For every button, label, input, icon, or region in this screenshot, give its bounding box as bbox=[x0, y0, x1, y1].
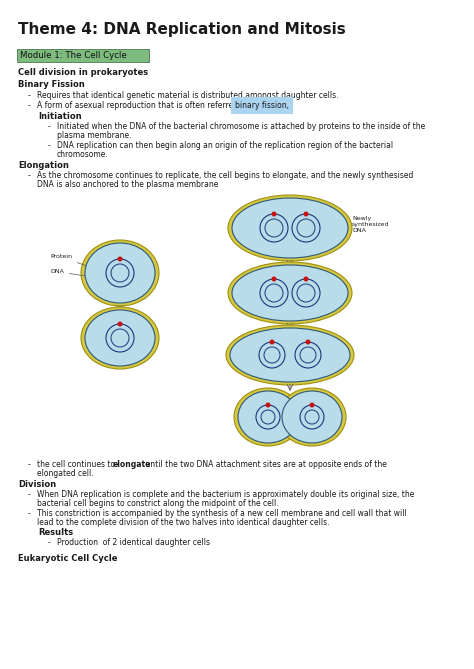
Text: -: - bbox=[28, 101, 31, 110]
Text: Newly
synthesized
DNA: Newly synthesized DNA bbox=[352, 216, 390, 233]
Text: Initiation: Initiation bbox=[38, 112, 82, 121]
Text: -: - bbox=[48, 122, 51, 131]
Text: -: - bbox=[48, 538, 51, 547]
Text: DNA is also anchored to the plasma membrane: DNA is also anchored to the plasma membr… bbox=[37, 180, 219, 189]
Text: Cell division in prokaryotes: Cell division in prokaryotes bbox=[18, 68, 148, 77]
Circle shape bbox=[118, 322, 122, 326]
Circle shape bbox=[118, 256, 122, 262]
Text: Requires that identical genetic material is distributed amongst daughter cells.: Requires that identical genetic material… bbox=[37, 91, 338, 100]
Text: -: - bbox=[28, 460, 31, 469]
Text: elongate: elongate bbox=[113, 460, 151, 469]
Text: DNA replication can then begin along an origin of the replication region of the : DNA replication can then begin along an … bbox=[57, 141, 393, 150]
Ellipse shape bbox=[228, 195, 352, 261]
Circle shape bbox=[303, 211, 309, 217]
Ellipse shape bbox=[228, 262, 352, 324]
Text: Initiated when the DNA of the bacterial chromosome is attached by proteins to th: Initiated when the DNA of the bacterial … bbox=[57, 122, 425, 131]
Text: As the chromosome continues to replicate, the cell begins to elongate, and the n: As the chromosome continues to replicate… bbox=[37, 171, 413, 180]
Text: Results: Results bbox=[38, 528, 73, 537]
Text: A form of asexual reproduction that is often referred to as: A form of asexual reproduction that is o… bbox=[37, 101, 262, 110]
Circle shape bbox=[306, 339, 310, 345]
Circle shape bbox=[272, 211, 276, 217]
Text: bacterial cell begins to constrict along the midpoint of the cell.: bacterial cell begins to constrict along… bbox=[37, 499, 279, 508]
Text: elongated cell.: elongated cell. bbox=[37, 469, 94, 478]
Text: until the two DNA attachment sites are at opposite ends of the: until the two DNA attachment sites are a… bbox=[143, 460, 387, 469]
Text: Division: Division bbox=[18, 480, 56, 489]
Text: Binary Fission: Binary Fission bbox=[18, 80, 85, 89]
Ellipse shape bbox=[232, 265, 348, 321]
Text: Module 1: The Cell Cycle: Module 1: The Cell Cycle bbox=[20, 51, 127, 60]
Ellipse shape bbox=[278, 388, 346, 446]
Text: -: - bbox=[28, 509, 31, 518]
Text: -: - bbox=[28, 171, 31, 180]
Text: Production  of 2 identical daughter cells: Production of 2 identical daughter cells bbox=[57, 538, 210, 547]
Ellipse shape bbox=[226, 325, 354, 385]
Ellipse shape bbox=[85, 310, 155, 366]
Ellipse shape bbox=[282, 391, 342, 443]
Text: -: - bbox=[28, 91, 31, 100]
Text: Protein: Protein bbox=[50, 254, 90, 267]
Text: chromosome.: chromosome. bbox=[57, 150, 109, 159]
Text: binary fission,: binary fission, bbox=[235, 101, 289, 110]
Text: plasma membrane.: plasma membrane. bbox=[57, 131, 131, 140]
FancyBboxPatch shape bbox=[17, 49, 149, 62]
Circle shape bbox=[272, 276, 276, 282]
Circle shape bbox=[265, 403, 271, 407]
Circle shape bbox=[310, 403, 315, 407]
Ellipse shape bbox=[234, 388, 302, 446]
Ellipse shape bbox=[81, 307, 159, 369]
Text: lead to the complete division of the two halves into identical daughter cells.: lead to the complete division of the two… bbox=[37, 518, 329, 527]
Text: Elongation: Elongation bbox=[18, 161, 69, 170]
Text: -: - bbox=[48, 141, 51, 150]
Ellipse shape bbox=[238, 391, 298, 443]
Ellipse shape bbox=[81, 240, 159, 306]
Text: Theme 4: DNA Replication and Mitosis: Theme 4: DNA Replication and Mitosis bbox=[18, 22, 346, 37]
Text: DNA: DNA bbox=[50, 269, 95, 278]
Text: When DNA replication is complete and the bacterium is approximately double its o: When DNA replication is complete and the… bbox=[37, 490, 414, 499]
Circle shape bbox=[303, 276, 309, 282]
Circle shape bbox=[270, 339, 274, 345]
Ellipse shape bbox=[230, 328, 350, 382]
Ellipse shape bbox=[232, 198, 348, 258]
Text: This constriction is accompanied by the synthesis of a new cell membrane and cel: This constriction is accompanied by the … bbox=[37, 509, 407, 518]
Text: -: - bbox=[28, 490, 31, 499]
Text: the cell continues to: the cell continues to bbox=[37, 460, 118, 469]
Ellipse shape bbox=[85, 243, 155, 303]
Text: Eukaryotic Cell Cycle: Eukaryotic Cell Cycle bbox=[18, 554, 118, 563]
